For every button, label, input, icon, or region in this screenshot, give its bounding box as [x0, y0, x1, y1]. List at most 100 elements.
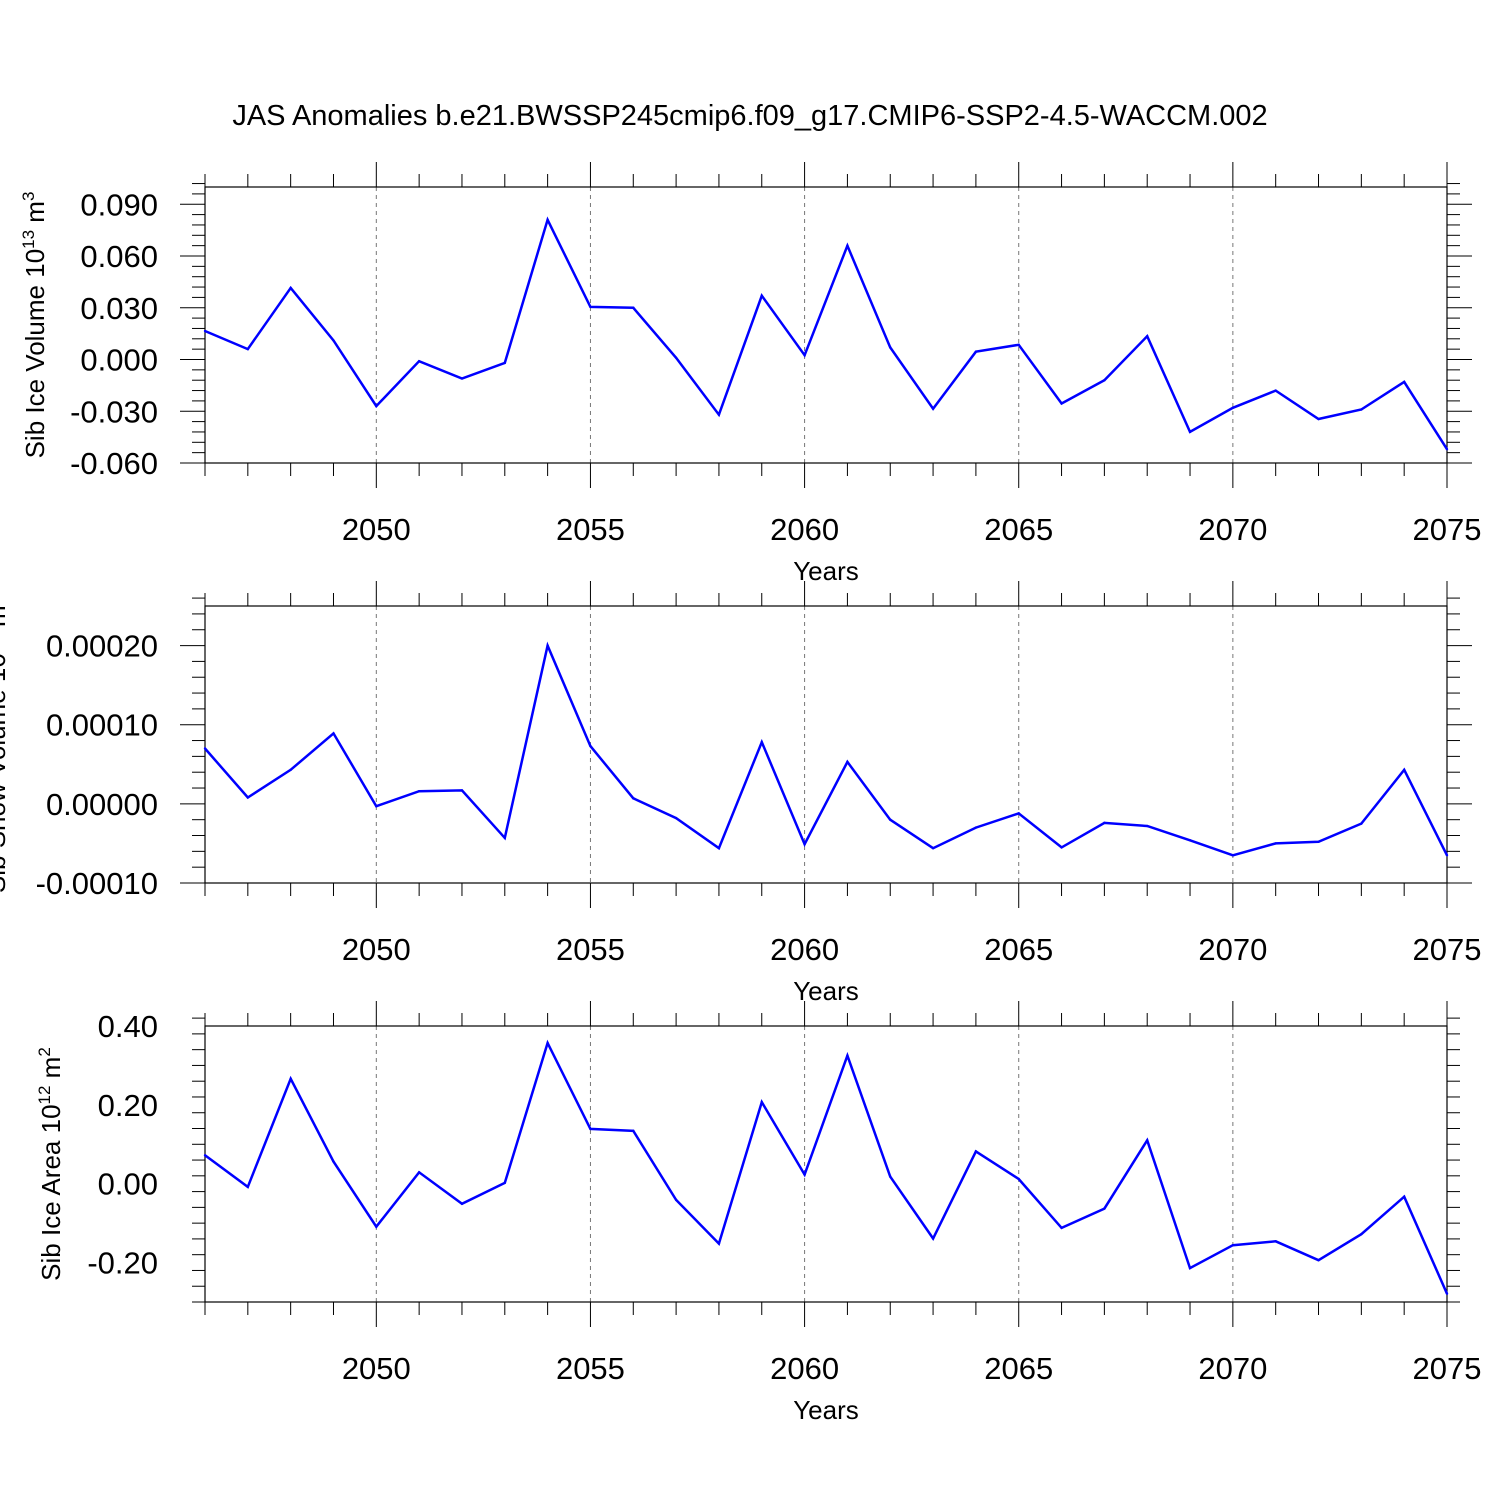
- data-point: [889, 346, 892, 349]
- data-point: [674, 356, 678, 359]
- data-point: [203, 329, 207, 333]
- data-point: [846, 760, 849, 764]
- y-tick-label: 0.00000: [46, 787, 158, 822]
- series-line: [204, 1039, 1449, 1295]
- plot-frame: [204, 186, 1448, 464]
- figure-title: JAS Anomalies b.e21.BWSSP245cmip6.f09_g1…: [232, 100, 1267, 132]
- x-tick-label: 2075: [1413, 512, 1482, 547]
- data-point: [1060, 1226, 1063, 1230]
- series-line: [204, 216, 1449, 450]
- data-point: [1360, 408, 1363, 411]
- data-point: [974, 826, 978, 829]
- data-point: [417, 789, 421, 793]
- data-point: [632, 1129, 635, 1133]
- plot-frame: [204, 1025, 1448, 1303]
- y-tick-label: -0.00010: [36, 866, 158, 901]
- y-tick-label: 0.090: [80, 187, 158, 222]
- data-point: [375, 805, 378, 808]
- x-axis-label: Years: [793, 1395, 859, 1425]
- data-point: [246, 1185, 250, 1189]
- data-point: [1317, 417, 1320, 421]
- data-point: [289, 768, 292, 772]
- data-point: [1445, 448, 1449, 451]
- y-tick-label: 0.00020: [46, 629, 158, 664]
- data-point: [460, 789, 464, 792]
- data-point: [1103, 821, 1106, 825]
- x-tick-label: 2060: [770, 932, 839, 967]
- data-point: [589, 744, 592, 748]
- data-point: [760, 740, 763, 744]
- data-point: [460, 1202, 464, 1206]
- data-point: [674, 1198, 678, 1202]
- data-point: [1231, 854, 1235, 857]
- data-point: [546, 644, 549, 647]
- chart-panel-3: -0.20 0.00 0.20 0.40 2050 2055 2060 2065 2070 207…: [35, 1001, 1481, 1425]
- data-point: [375, 404, 378, 408]
- data-point: [1188, 1266, 1192, 1270]
- data-point: [931, 407, 935, 410]
- data-point: [803, 843, 806, 846]
- x-tick-label: 2065: [984, 512, 1053, 547]
- data-point: [1274, 1240, 1277, 1243]
- y-tick-label: 0.000: [80, 343, 158, 378]
- data-point: [760, 294, 763, 297]
- y-axis-label: Sib Ice Area 1012 m2: [35, 1047, 66, 1281]
- x-tick-label: 2055: [556, 932, 625, 967]
- x-tick-label: 2050: [342, 512, 411, 547]
- data-point: [889, 1175, 892, 1178]
- chart-panel-1: -0.060 -0.030 0.000 0.030 0.060 0.090 2050 2055…: [19, 162, 1481, 586]
- data-point: [974, 350, 978, 353]
- data-point: [1017, 812, 1020, 815]
- y-axis-label: Sib Ice Volume 1013 m3: [19, 192, 50, 459]
- data-point: [1146, 1139, 1149, 1142]
- chart-panel-2: -0.00010 0.00000 0.00010 0.00020 2050 2055 206…: [0, 581, 1481, 1006]
- y-tick-label: 0.060: [80, 239, 158, 274]
- data-point: [332, 732, 335, 735]
- x-tick-label: 2050: [342, 932, 411, 967]
- data-point: [332, 1160, 335, 1163]
- data-point: [1146, 824, 1149, 828]
- data-point: [846, 244, 849, 247]
- y-axis-label: Sib Snow Volume 1013 m3: [0, 596, 11, 893]
- y-tick-label: -0.030: [70, 394, 158, 429]
- data-point: [546, 1041, 549, 1045]
- data-point: [203, 747, 207, 750]
- data-point: [289, 286, 292, 290]
- data-point: [589, 305, 592, 309]
- x-tick-label: 2070: [1198, 932, 1267, 967]
- series-line: [204, 641, 1449, 857]
- x-tick-label: 2060: [770, 1351, 839, 1386]
- data-point: [632, 306, 635, 309]
- data-point: [931, 1237, 935, 1240]
- plot-frame: [204, 605, 1448, 884]
- x-tick-label: 2065: [984, 1351, 1053, 1386]
- data-point: [503, 361, 506, 365]
- data-point: [246, 796, 250, 799]
- data-point: [1146, 335, 1149, 338]
- data-point: [889, 818, 892, 821]
- data-point: [1402, 768, 1406, 772]
- data-point: [1103, 379, 1106, 382]
- data-point: [289, 1077, 292, 1081]
- x-tick-label: 2065: [984, 932, 1053, 967]
- x-tick-label: 2070: [1198, 512, 1267, 547]
- data-point: [760, 1100, 763, 1104]
- x-tick-label: 2055: [556, 1351, 625, 1386]
- data-point: [1445, 1292, 1449, 1295]
- data-point: [1360, 822, 1363, 825]
- data-point: [632, 797, 635, 800]
- data-point: [803, 1173, 806, 1176]
- data-point: [1274, 389, 1277, 392]
- data-point: [717, 413, 721, 416]
- x-axis-label: Years: [793, 976, 859, 1006]
- data-point: [203, 1154, 207, 1157]
- data-point: [1317, 840, 1320, 844]
- data-point: [1017, 1177, 1020, 1181]
- data-point: [1188, 839, 1192, 842]
- y-tick-label: 0.00010: [46, 708, 158, 743]
- data-point: [375, 1225, 378, 1228]
- data-point: [1103, 1207, 1106, 1210]
- data-point: [546, 218, 549, 221]
